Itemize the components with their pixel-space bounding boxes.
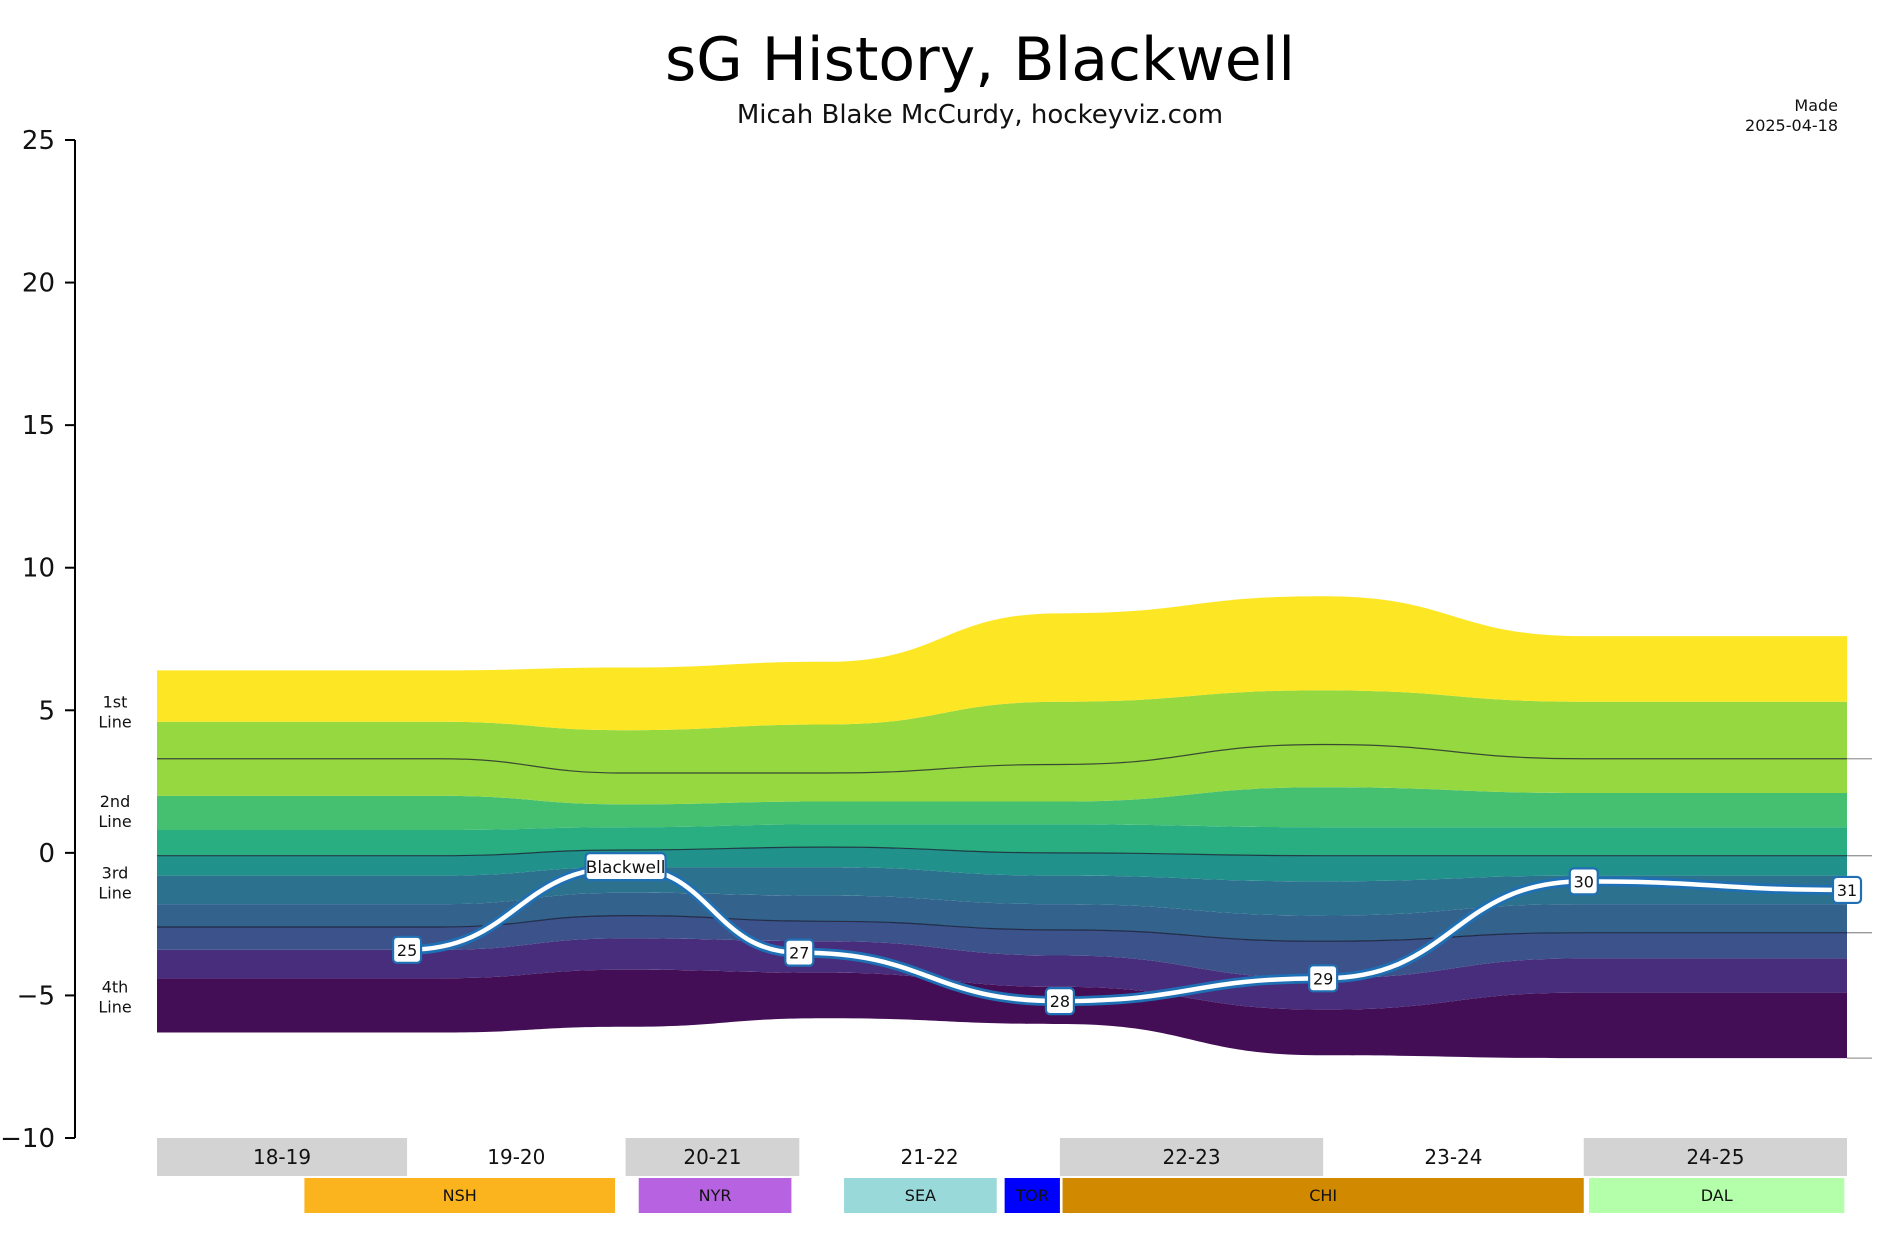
- line-boundary-2: [157, 846, 1847, 857]
- season-label: 22-23: [1162, 1145, 1220, 1169]
- right-ticks: [1847, 758, 1872, 1059]
- team-cell: [638, 1178, 792, 1213]
- team-label: NYR: [699, 1186, 732, 1205]
- season-cell: [625, 1138, 800, 1176]
- player-line: 25 27 28 29 30 31 Blackwell: [391, 852, 1863, 1016]
- age-marker: [1831, 875, 1863, 905]
- age-label: 25: [397, 941, 417, 960]
- band-2: [157, 915, 1847, 979]
- age-label: 31: [1837, 881, 1857, 900]
- age-marker: [784, 938, 815, 967]
- band-4: [157, 867, 1847, 916]
- season-label: 23-24: [1424, 1145, 1482, 1169]
- age-marker: [1568, 867, 1599, 896]
- band-6: [157, 824, 1847, 856]
- band-7: [157, 787, 1847, 831]
- team-label: SEA: [905, 1186, 936, 1205]
- team-label: CHI: [1309, 1186, 1337, 1205]
- line-label-top: 3rd: [102, 863, 129, 882]
- line-bands: [157, 596, 1847, 1059]
- band-0: [157, 969, 1847, 1059]
- season-label: 18-19: [253, 1145, 311, 1169]
- season-cell: [1059, 1138, 1324, 1176]
- line-label-bottom: Line: [98, 712, 131, 731]
- season-bar: 18-19 19-20 20-21 21-22 22-23 23-24 24-25: [157, 1138, 1847, 1176]
- y-tick-label: 15: [22, 411, 55, 441]
- chart-subtitle: Micah Blake McCurdy, hockeyviz.com: [737, 100, 1223, 130]
- season-label: 21-22: [901, 1145, 959, 1169]
- age-label: 29: [1313, 969, 1333, 988]
- line-label-top: 2nd: [100, 792, 130, 811]
- team-bar: NSH NYR SEA TOR CHI DAL: [304, 1178, 1845, 1213]
- team-cell: [1004, 1178, 1060, 1213]
- line-label-bottom: Line: [98, 997, 131, 1016]
- age-marker: [1044, 987, 1076, 1016]
- team-label: NSH: [443, 1186, 477, 1205]
- age-label: 28: [1050, 992, 1070, 1011]
- team-label: DAL: [1701, 1186, 1733, 1205]
- season-cell: [1583, 1138, 1847, 1176]
- age-label: 27: [789, 944, 809, 963]
- band-1: [157, 938, 1847, 1010]
- line-boundary-1: [157, 743, 1847, 774]
- team-cell: [304, 1178, 616, 1213]
- team-cell: [844, 1178, 997, 1213]
- band-9: [157, 690, 1847, 774]
- team-cell: [1062, 1178, 1584, 1213]
- player-name-label: Blackwell: [586, 858, 666, 878]
- chart-title: sG History, Blackwell: [665, 25, 1295, 95]
- age-marker: [1308, 964, 1339, 993]
- y-tick-label: 10: [22, 554, 55, 584]
- y-tick-label: 20: [22, 269, 55, 299]
- team-label: TOR: [1015, 1186, 1049, 1205]
- line-label-top: 1st: [103, 692, 128, 711]
- line-label-bottom: Line: [98, 812, 131, 831]
- line-label-bottom: Line: [98, 883, 131, 902]
- band-3: [157, 892, 1847, 942]
- y-tick-label: −10: [0, 1124, 55, 1154]
- y-axis: −10 −5 0 5 10 15 20 25: [0, 126, 76, 1154]
- y-tick-label: −5: [17, 981, 55, 1011]
- team-cell: [1589, 1178, 1845, 1213]
- player-name-box: [584, 852, 667, 882]
- season-label: 19-20: [487, 1145, 545, 1169]
- band-8: [157, 744, 1847, 805]
- line-boundaries: [157, 743, 1847, 942]
- made-date: 2025-04-18: [1745, 116, 1838, 135]
- y-tick-label: 25: [22, 126, 55, 156]
- line-boundary-3: [157, 914, 1847, 942]
- season-label: 24-25: [1686, 1145, 1744, 1169]
- age-marker: [391, 935, 423, 964]
- season-label: 20-21: [683, 1145, 741, 1169]
- y-tick-label: 0: [38, 839, 55, 869]
- made-label: Made: [1794, 96, 1838, 115]
- y-tick-label: 5: [38, 696, 55, 726]
- line-label-top: 4th: [102, 977, 129, 996]
- season-cell: [157, 1138, 408, 1176]
- band-10: [157, 596, 1847, 731]
- age-label: 30: [1574, 872, 1594, 891]
